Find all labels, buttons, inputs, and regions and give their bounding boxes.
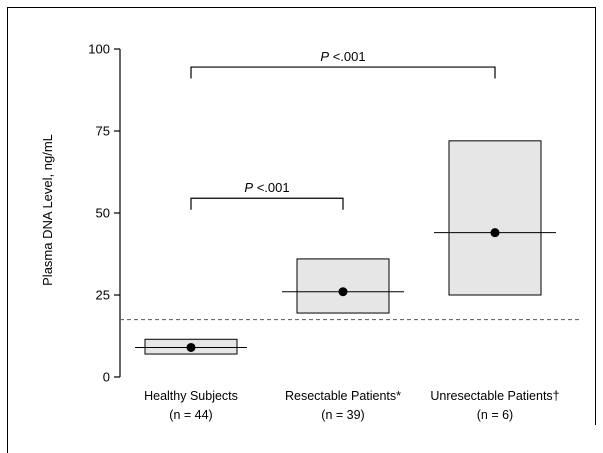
significance-label: P <.001 — [244, 180, 289, 195]
y-tick-label: 0 — [103, 370, 110, 385]
y-axis-label: Plasma DNA Level, ng/mL — [40, 134, 55, 286]
box — [296, 258, 390, 314]
p-value: <.001 — [329, 49, 366, 64]
p-value: <.001 — [253, 180, 290, 195]
y-tick-label: 25 — [96, 288, 110, 303]
category-label: Unresectable Patients† — [430, 389, 559, 403]
data-point — [490, 228, 500, 238]
significance-bracket — [190, 197, 344, 210]
p-symbol: P — [244, 180, 253, 195]
p-symbol: P — [320, 49, 329, 64]
y-tick-label: 100 — [88, 42, 110, 57]
category-label: Resectable Patients* — [285, 389, 401, 403]
box — [448, 140, 542, 296]
category-n-label: (n = 6) — [477, 408, 513, 422]
category-n-label: (n = 44) — [169, 408, 212, 422]
significance-label: P <.001 — [320, 49, 365, 64]
y-tick-label: 75 — [96, 124, 110, 139]
data-point — [186, 342, 196, 352]
data-point — [338, 287, 348, 297]
significance-bracket — [190, 66, 496, 79]
category-n-label: (n = 39) — [321, 408, 364, 422]
plot-area: 0 25 50 75 100 Healthy Subjects (n = 44) Resect… — [88, 42, 582, 422]
y-tick-label: 50 — [96, 206, 110, 221]
category-label: Healthy Subjects — [144, 389, 238, 403]
